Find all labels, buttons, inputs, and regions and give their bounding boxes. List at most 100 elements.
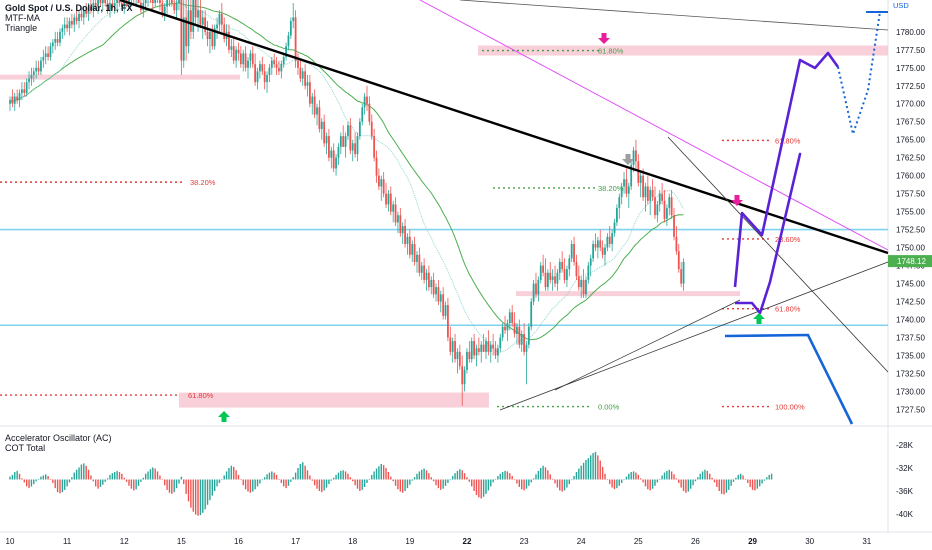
fib-zone-bottom: [179, 392, 489, 408]
projection-path-bullish[interactable]: [733, 51, 840, 288]
projection-path-alt[interactable]: [735, 152, 802, 315]
candle: [94, 0, 97, 11]
candle-body: [13, 96, 16, 104]
indicator-accelerator-oscillator[interactable]: Accelerator Oscillator (AC): [5, 433, 112, 443]
osc-bar: [94, 479, 97, 487]
projection-bearish-line[interactable]: [724, 333, 854, 425]
osc-bar: [466, 477, 468, 480]
osc-bar: [744, 478, 747, 480]
candle: [642, 168, 644, 201]
osc-bar: [556, 479, 559, 488]
price-tick-label: 1775.00: [896, 64, 925, 73]
candle-body: [430, 279, 433, 288]
candle: [558, 258, 561, 280]
symbol-title[interactable]: Gold Spot / U.S. Dollar, 1h, FX: [5, 3, 133, 13]
osc-bar: [125, 479, 128, 482]
descending-channel-line[interactable]: [667, 136, 889, 373]
osc-bar: [14, 472, 16, 480]
osc-bar: [716, 479, 718, 487]
candle-body: [280, 64, 283, 72]
osc-bar: [361, 479, 363, 490]
ascending-support-line[interactable]: [499, 261, 889, 411]
candle-body: [220, 13, 223, 25]
candle-body: [356, 136, 359, 155]
green-up-arrow-left[interactable]: [218, 411, 230, 422]
osc-bar: [235, 470, 237, 480]
time-tick-label: 17: [291, 537, 300, 546]
candle: [644, 182, 647, 212]
gray-down-arrow[interactable]: [622, 154, 634, 165]
candle-body: [194, 0, 197, 18]
magenta-down-arrow-right[interactable]: [731, 195, 743, 206]
oscillator-layer: [9, 451, 773, 516]
candle: [566, 265, 568, 288]
osc-bar: [316, 479, 318, 489]
candle-body: [656, 204, 659, 216]
candle: [354, 132, 356, 158]
candle: [42, 49, 45, 68]
candle-body: [611, 233, 614, 244]
osc-bar: [480, 479, 482, 499]
candle-body: [42, 56, 45, 61]
candle-body: [347, 125, 349, 137]
osc-bar: [735, 477, 737, 480]
candle: [157, 0, 158, 4]
candle: [256, 67, 259, 90]
osc-bar: [739, 473, 742, 480]
osc-bar: [673, 474, 675, 480]
candle-body: [461, 366, 464, 385]
candle-body: [175, 3, 178, 11]
osc-bar: [701, 471, 704, 480]
candle: [242, 49, 245, 72]
candle-body: [87, 6, 90, 14]
projection-dotted-blue[interactable]: [837, 11, 881, 138]
candle: [51, 39, 54, 54]
candle-body: [447, 305, 449, 338]
osc-bar: [763, 479, 766, 481]
indicator-cot-total[interactable]: COT Total: [5, 443, 46, 453]
candle: [106, 0, 109, 14]
candle: [170, 0, 173, 7]
osc-bar: [590, 455, 592, 480]
candle-body: [520, 333, 523, 345]
candle-body: [299, 67, 302, 79]
candle-body: [180, 0, 183, 61]
osc-bar: [587, 458, 590, 480]
candle: [646, 175, 649, 205]
osc-bar: [37, 478, 40, 480]
inner-support-line[interactable]: [554, 299, 741, 391]
magenta-down-arrow-top[interactable]: [598, 33, 610, 44]
indicator-mtf-ma[interactable]: MTF-MA: [5, 13, 40, 23]
candle: [458, 344, 461, 370]
candle: [594, 233, 597, 252]
osc-bar: [413, 477, 416, 480]
main-downtrend-line[interactable]: [119, 0, 889, 255]
drawings-layer[interactable]: [119, 0, 889, 425]
candle-body: [116, 0, 118, 4]
indicator-triangle[interactable]: Triangle: [5, 23, 38, 33]
candle: [435, 283, 437, 302]
osc-bar: [59, 479, 61, 494]
candle-body: [570, 243, 573, 259]
candle-body: [197, 10, 199, 18]
candle-body: [677, 251, 680, 270]
upper-trendline[interactable]: [459, 0, 889, 31]
osc-bar: [549, 474, 551, 480]
osc-bar: [563, 479, 566, 491]
candle: [78, 10, 80, 29]
candle-body: [80, 13, 83, 18]
candle-body: [577, 276, 580, 288]
osc-bar: [87, 469, 90, 480]
osc-bar: [485, 479, 487, 494]
candle-body: [427, 272, 430, 288]
candle-body: [651, 190, 654, 198]
magenta-trendline[interactable]: [419, 0, 889, 251]
green-up-arrow-right[interactable]: [753, 313, 765, 324]
osc-bar: [66, 479, 68, 487]
candle: [630, 161, 633, 191]
osc-bar: [402, 479, 404, 493]
osc-bar: [535, 474, 537, 480]
osc-bar: [335, 474, 337, 480]
candle: [320, 118, 323, 140]
